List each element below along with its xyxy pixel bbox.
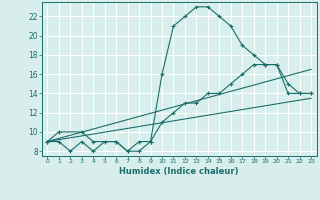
X-axis label: Humidex (Indice chaleur): Humidex (Indice chaleur) — [119, 167, 239, 176]
